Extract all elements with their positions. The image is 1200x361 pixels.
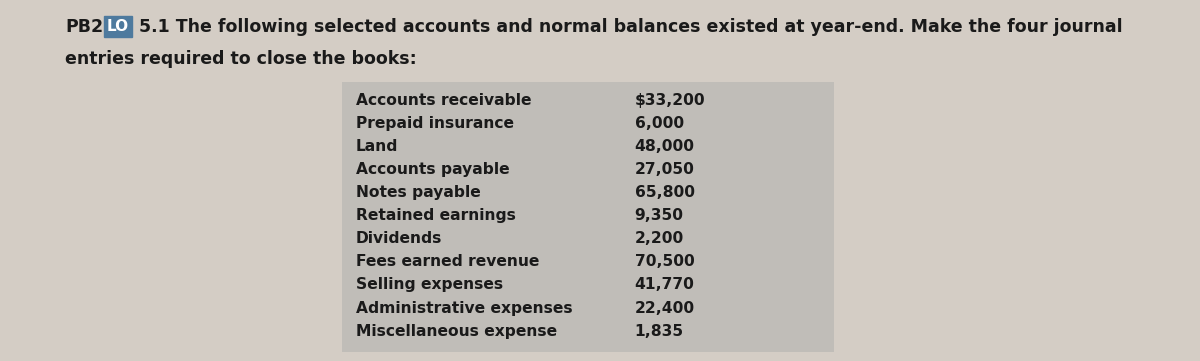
Text: Retained earnings: Retained earnings (356, 208, 516, 223)
Text: Prepaid insurance: Prepaid insurance (356, 116, 514, 131)
Text: Land: Land (356, 139, 398, 154)
Text: 5.1 The following selected accounts and normal balances existed at year-end. Mak: 5.1 The following selected accounts and … (139, 18, 1123, 36)
Text: Dividends: Dividends (356, 231, 443, 246)
Text: 22,400: 22,400 (635, 301, 695, 316)
Text: entries required to close the books:: entries required to close the books: (65, 50, 416, 68)
Text: PB2.: PB2. (65, 18, 109, 36)
Text: Administrative expenses: Administrative expenses (356, 301, 572, 316)
Text: Miscellaneous expense: Miscellaneous expense (356, 324, 557, 339)
Text: Accounts receivable: Accounts receivable (356, 93, 532, 108)
Text: 9,350: 9,350 (635, 208, 684, 223)
Text: 27,050: 27,050 (635, 162, 695, 177)
Text: $33,200: $33,200 (635, 93, 706, 108)
Text: 2,200: 2,200 (635, 231, 684, 246)
Text: Notes payable: Notes payable (356, 185, 481, 200)
Text: 41,770: 41,770 (635, 278, 695, 292)
FancyBboxPatch shape (342, 82, 834, 352)
Text: 70,500: 70,500 (635, 255, 695, 269)
Text: LO: LO (107, 19, 130, 34)
Text: Accounts payable: Accounts payable (356, 162, 510, 177)
Text: 1,835: 1,835 (635, 324, 684, 339)
Text: 6,000: 6,000 (635, 116, 684, 131)
Text: Selling expenses: Selling expenses (356, 278, 503, 292)
Text: 48,000: 48,000 (635, 139, 695, 154)
Text: 65,800: 65,800 (635, 185, 695, 200)
Text: Fees earned revenue: Fees earned revenue (356, 255, 539, 269)
